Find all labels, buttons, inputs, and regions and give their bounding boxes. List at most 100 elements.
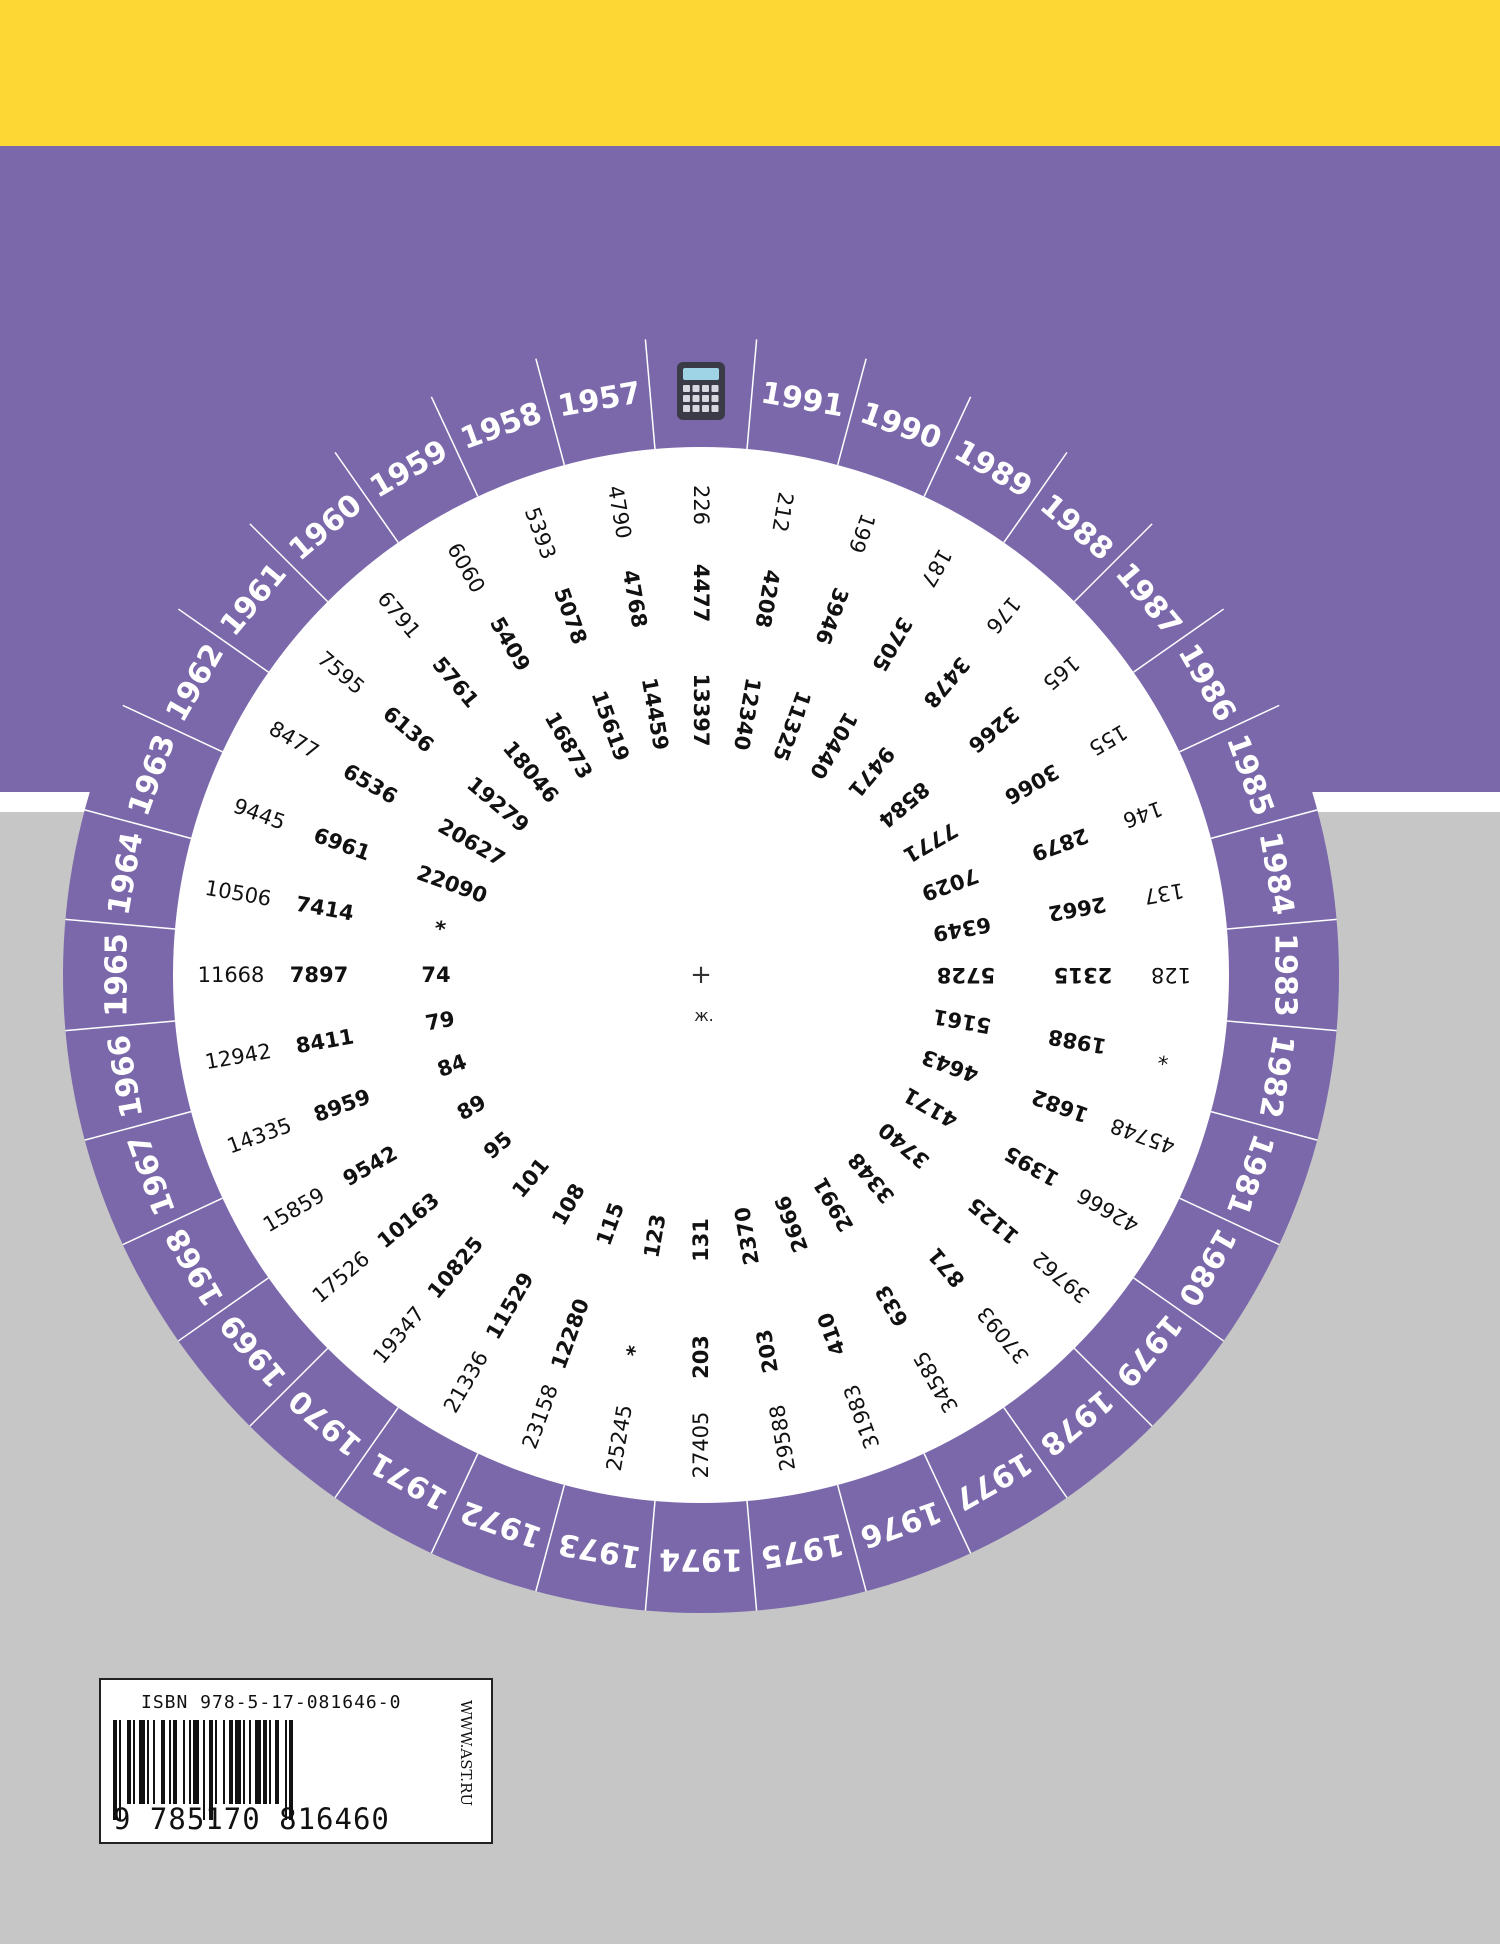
barcode-bar bbox=[153, 1720, 155, 1804]
year-divider bbox=[535, 1484, 566, 1592]
barcode-digits: 9 785170 816460 bbox=[113, 1802, 390, 1836]
barcode-bar bbox=[285, 1720, 287, 1820]
barcode-bar bbox=[161, 1720, 165, 1804]
year-divider bbox=[746, 1500, 758, 1611]
website-url: WWW.AST.RU bbox=[457, 1700, 475, 1807]
year-divider bbox=[1226, 1020, 1337, 1032]
ring-number: 7897 bbox=[290, 963, 348, 987]
year-divider bbox=[1179, 704, 1280, 753]
year-divider bbox=[430, 1453, 479, 1554]
year-divider bbox=[84, 809, 192, 840]
barcode-bar bbox=[249, 1720, 251, 1804]
year-label: 1983 bbox=[1268, 933, 1303, 1017]
year-divider bbox=[836, 1484, 867, 1592]
barcode-bar bbox=[269, 1720, 271, 1804]
year-divider bbox=[1073, 523, 1153, 603]
calculator-key bbox=[683, 395, 690, 402]
barcode-bar bbox=[263, 1720, 267, 1804]
year-divider bbox=[1226, 918, 1337, 930]
calculator-key bbox=[692, 385, 700, 392]
calculator-key bbox=[711, 385, 719, 392]
barcode bbox=[113, 1720, 293, 1820]
year-divider bbox=[122, 1197, 223, 1246]
year-divider bbox=[1003, 1407, 1068, 1499]
isbn-barcode-box: ISBN 978-5-17-081646-0 9 785170 816460 W… bbox=[99, 1678, 493, 1844]
barcode-bar bbox=[223, 1720, 225, 1804]
barcode-bar bbox=[215, 1720, 217, 1804]
year-divider bbox=[1133, 608, 1225, 673]
barcode-bar bbox=[119, 1720, 121, 1820]
barcode-bar bbox=[193, 1720, 199, 1804]
inner-number-disc bbox=[173, 447, 1229, 1503]
ring-number: 27405 bbox=[689, 1412, 713, 1479]
calculator-screen bbox=[683, 368, 719, 380]
barcode-bar bbox=[127, 1720, 131, 1804]
barcode-bar bbox=[133, 1720, 135, 1804]
ring-number: * bbox=[1157, 1044, 1172, 1069]
year-divider bbox=[923, 1453, 972, 1554]
ring-number: 226 bbox=[689, 485, 713, 525]
barcode-bar bbox=[183, 1720, 185, 1804]
ring-number: 5728 bbox=[937, 963, 995, 987]
center-label: ж. bbox=[694, 1006, 714, 1025]
isbn-label: ISBN 978-5-17-081646-0 bbox=[141, 1692, 402, 1713]
calculator-key bbox=[683, 385, 690, 392]
barcode-bar bbox=[173, 1720, 177, 1804]
year-divider bbox=[1133, 1277, 1225, 1342]
year-divider bbox=[1179, 1197, 1280, 1246]
calculator-key bbox=[702, 405, 709, 412]
ring-number: 4477 bbox=[689, 564, 713, 622]
year-divider bbox=[535, 358, 566, 466]
calculator-icon bbox=[677, 362, 725, 420]
ring-number: 203 bbox=[689, 1335, 713, 1379]
ring-number: 11668 bbox=[198, 963, 265, 987]
calculator-key bbox=[702, 385, 709, 392]
barcode-bar bbox=[113, 1720, 117, 1820]
barcode-bar bbox=[275, 1720, 279, 1804]
ring-number: 2315 bbox=[1054, 963, 1112, 987]
ring-number: * bbox=[622, 1344, 648, 1359]
year-divider bbox=[1003, 451, 1068, 543]
year-divider bbox=[249, 1347, 329, 1427]
barcode-bar bbox=[147, 1720, 149, 1804]
barcode-bar bbox=[203, 1720, 205, 1820]
year-divider bbox=[644, 1500, 656, 1611]
year-divider bbox=[249, 523, 329, 603]
year-divider bbox=[836, 358, 867, 466]
calculator-key bbox=[711, 405, 719, 412]
ring-number: 131 bbox=[689, 1218, 713, 1262]
year-divider bbox=[122, 704, 223, 753]
ring-number: 128 bbox=[1151, 963, 1191, 987]
barcode-bar bbox=[255, 1720, 261, 1804]
year-divider bbox=[923, 396, 972, 497]
center-mark: + bbox=[690, 960, 712, 990]
barcode-bar bbox=[243, 1720, 245, 1804]
calculator-key bbox=[692, 395, 700, 402]
ring-number: 13397 bbox=[689, 673, 713, 746]
barcode-bar bbox=[235, 1720, 241, 1804]
calculator-key bbox=[692, 405, 700, 412]
ring-number: 74 bbox=[421, 963, 450, 987]
barcode-bar bbox=[289, 1720, 293, 1820]
year-divider bbox=[84, 1110, 192, 1141]
calculator-key bbox=[702, 395, 709, 402]
year-label: 1974 bbox=[659, 1542, 743, 1577]
calculator-key bbox=[711, 395, 719, 402]
barcode-bar bbox=[209, 1720, 213, 1820]
year-divider bbox=[177, 608, 269, 673]
year-divider bbox=[65, 918, 176, 930]
year-divider bbox=[644, 339, 656, 450]
year-divider bbox=[1073, 1347, 1153, 1427]
ring-number: 79 bbox=[424, 1007, 457, 1036]
top-yellow-band bbox=[0, 0, 1500, 146]
barcode-bar bbox=[229, 1720, 233, 1804]
year-divider bbox=[1210, 809, 1318, 840]
ring-number: * bbox=[433, 916, 448, 942]
year-divider bbox=[65, 1020, 176, 1032]
year-divider bbox=[177, 1277, 269, 1342]
year-divider bbox=[1210, 1110, 1318, 1141]
calculator-key bbox=[683, 405, 690, 412]
barcode-bar bbox=[139, 1720, 145, 1804]
barcode-bar bbox=[189, 1720, 191, 1804]
